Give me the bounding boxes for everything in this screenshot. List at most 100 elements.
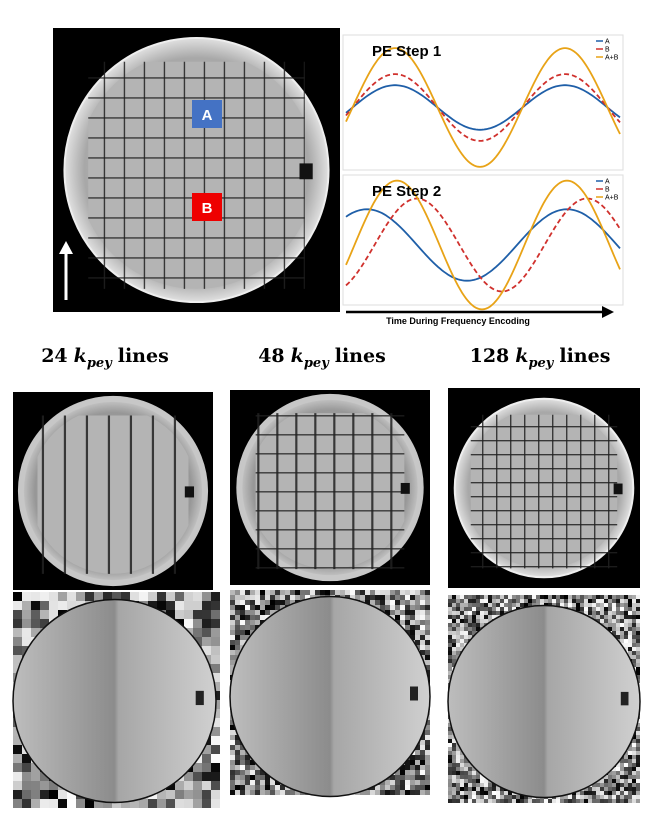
noise bbox=[166, 610, 175, 619]
noise bbox=[385, 590, 390, 595]
noise bbox=[520, 799, 524, 803]
noise bbox=[632, 607, 636, 611]
noise bbox=[464, 611, 468, 615]
noise bbox=[202, 799, 211, 808]
noise bbox=[405, 620, 410, 625]
noise bbox=[628, 751, 632, 755]
noise bbox=[320, 590, 325, 595]
noise bbox=[415, 775, 420, 780]
noise bbox=[460, 647, 464, 651]
noise bbox=[468, 603, 472, 607]
noise bbox=[564, 599, 568, 603]
noise bbox=[632, 655, 636, 659]
noise bbox=[636, 771, 640, 775]
noise bbox=[492, 791, 496, 795]
noise bbox=[103, 799, 112, 808]
noise bbox=[235, 620, 240, 625]
noise bbox=[211, 601, 220, 610]
noise bbox=[22, 781, 31, 790]
noise bbox=[456, 627, 460, 631]
noise bbox=[560, 599, 564, 603]
noise bbox=[448, 799, 452, 803]
noise bbox=[632, 631, 636, 635]
noise bbox=[245, 785, 250, 790]
noise bbox=[456, 643, 460, 647]
noise bbox=[211, 727, 220, 736]
noise bbox=[476, 787, 480, 791]
noise bbox=[452, 639, 456, 643]
noise bbox=[22, 610, 31, 619]
noise bbox=[13, 781, 22, 790]
noise bbox=[480, 783, 484, 787]
noise bbox=[121, 592, 130, 601]
noise bbox=[13, 664, 22, 673]
noise bbox=[245, 775, 250, 780]
noise bbox=[270, 600, 275, 605]
noise bbox=[452, 603, 456, 607]
noise bbox=[628, 791, 632, 795]
noise bbox=[508, 603, 512, 607]
noise bbox=[616, 635, 620, 639]
noise bbox=[420, 790, 425, 795]
noise bbox=[600, 611, 604, 615]
noise bbox=[112, 592, 121, 601]
noise bbox=[230, 780, 235, 785]
noise bbox=[628, 787, 632, 791]
region-b-box bbox=[192, 193, 222, 221]
noise bbox=[31, 628, 40, 637]
noise bbox=[472, 627, 476, 631]
noise bbox=[588, 787, 592, 791]
notch bbox=[299, 163, 313, 180]
noise bbox=[620, 767, 624, 771]
noise bbox=[230, 665, 235, 670]
noise bbox=[49, 610, 58, 619]
noise bbox=[235, 785, 240, 790]
noise bbox=[484, 611, 488, 615]
noise bbox=[524, 795, 528, 799]
noise bbox=[280, 605, 285, 610]
noise bbox=[556, 799, 560, 803]
noise bbox=[460, 595, 464, 599]
noise bbox=[255, 785, 260, 790]
noise bbox=[390, 785, 395, 790]
noise bbox=[616, 631, 620, 635]
noise bbox=[608, 599, 612, 603]
noise bbox=[448, 603, 452, 607]
noise bbox=[235, 600, 240, 605]
noise bbox=[193, 772, 202, 781]
noise bbox=[472, 779, 476, 783]
noise bbox=[400, 790, 405, 795]
noise bbox=[536, 799, 540, 803]
noise bbox=[500, 787, 504, 791]
noise bbox=[240, 615, 245, 620]
noise bbox=[636, 743, 640, 747]
noise bbox=[460, 603, 464, 607]
noise bbox=[40, 781, 49, 790]
noise bbox=[360, 590, 365, 595]
noise bbox=[22, 592, 31, 601]
noise bbox=[460, 783, 464, 787]
noise bbox=[31, 772, 40, 781]
noise bbox=[31, 781, 40, 790]
noise bbox=[636, 647, 640, 651]
noise bbox=[410, 780, 415, 785]
noise bbox=[572, 603, 576, 607]
noise bbox=[612, 595, 616, 599]
noise bbox=[528, 595, 532, 599]
magnitude-image bbox=[13, 392, 213, 590]
noise bbox=[476, 595, 480, 599]
noise bbox=[425, 770, 430, 775]
plot-title: PE Step 2 bbox=[372, 183, 441, 200]
noise bbox=[240, 635, 245, 640]
noise bbox=[250, 790, 255, 795]
noise bbox=[448, 795, 452, 799]
noise bbox=[500, 795, 504, 799]
noise bbox=[425, 660, 430, 665]
noise bbox=[520, 795, 524, 799]
noise bbox=[472, 595, 476, 599]
noise bbox=[460, 643, 464, 647]
noise bbox=[235, 745, 240, 750]
noise bbox=[235, 765, 240, 770]
noise bbox=[636, 755, 640, 759]
noise bbox=[448, 639, 452, 643]
